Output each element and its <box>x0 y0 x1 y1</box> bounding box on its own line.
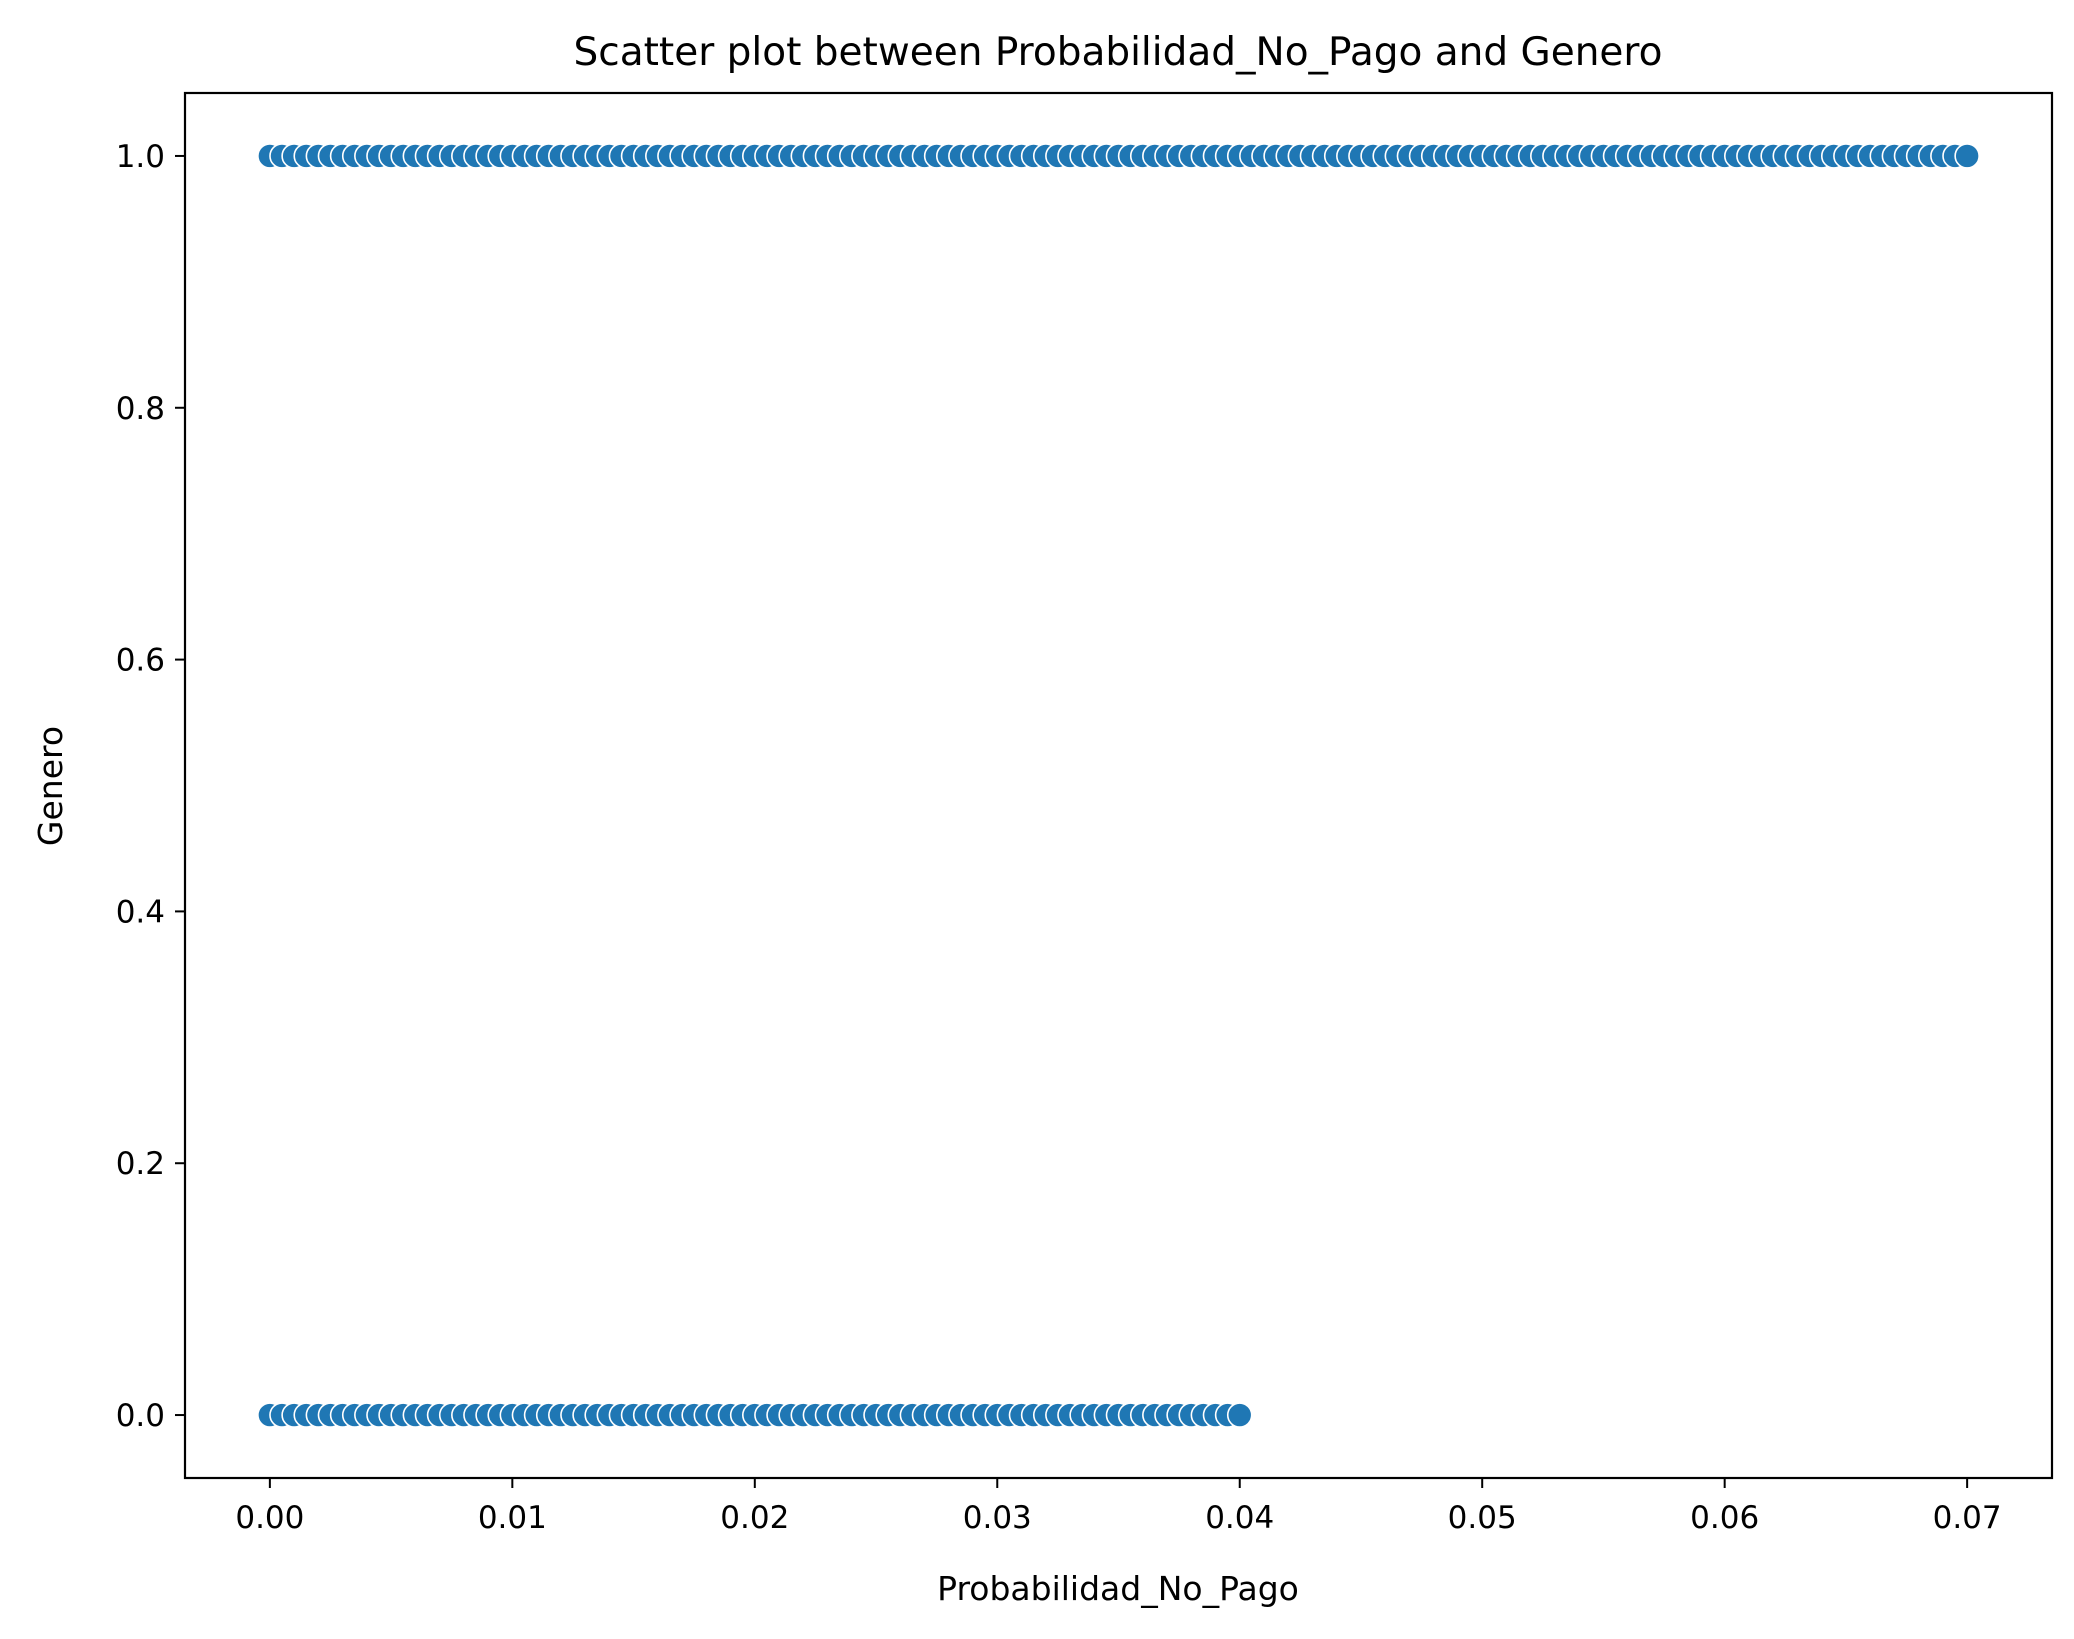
y-tick-label: 0.6 <box>116 643 165 679</box>
x-tick-label: 0.06 <box>1690 1500 1759 1536</box>
y-axis-ticks: 0.0 0.2 0.4 0.6 0.8 1.0 <box>116 139 185 1434</box>
x-tick-label: 0.07 <box>1933 1500 2002 1536</box>
x-tick-label: 0.05 <box>1448 1500 1517 1536</box>
points-layer <box>257 143 1980 1428</box>
plot-area <box>185 93 2052 1478</box>
x-tick-label: 0.02 <box>720 1500 789 1536</box>
chart-title: Scatter plot between Probabilidad_No_Pag… <box>574 30 1663 75</box>
x-axis-ticks: 0.00 0.01 0.02 0.03 0.04 0.05 0.06 0.07 <box>235 1478 2002 1536</box>
y-tick-label: 0.8 <box>116 391 165 427</box>
data-point <box>1226 1402 1253 1428</box>
y-tick-label: 0.0 <box>116 1398 165 1434</box>
x-tick-label: 0.03 <box>963 1500 1032 1536</box>
x-tick-label: 0.01 <box>478 1500 547 1536</box>
y-tick-label: 1.0 <box>116 139 165 175</box>
plot-frame <box>183 91 2054 1480</box>
y-tick-label: 0.2 <box>116 1146 165 1182</box>
data-point <box>1954 143 1980 169</box>
x-tick-label: 0.00 <box>235 1500 304 1536</box>
y-axis-label: Genero <box>31 726 70 846</box>
x-tick-label: 0.04 <box>1205 1500 1274 1536</box>
x-axis-label: Probabilidad_No_Pago <box>937 1569 1299 1608</box>
y-tick-label: 0.4 <box>116 894 165 930</box>
